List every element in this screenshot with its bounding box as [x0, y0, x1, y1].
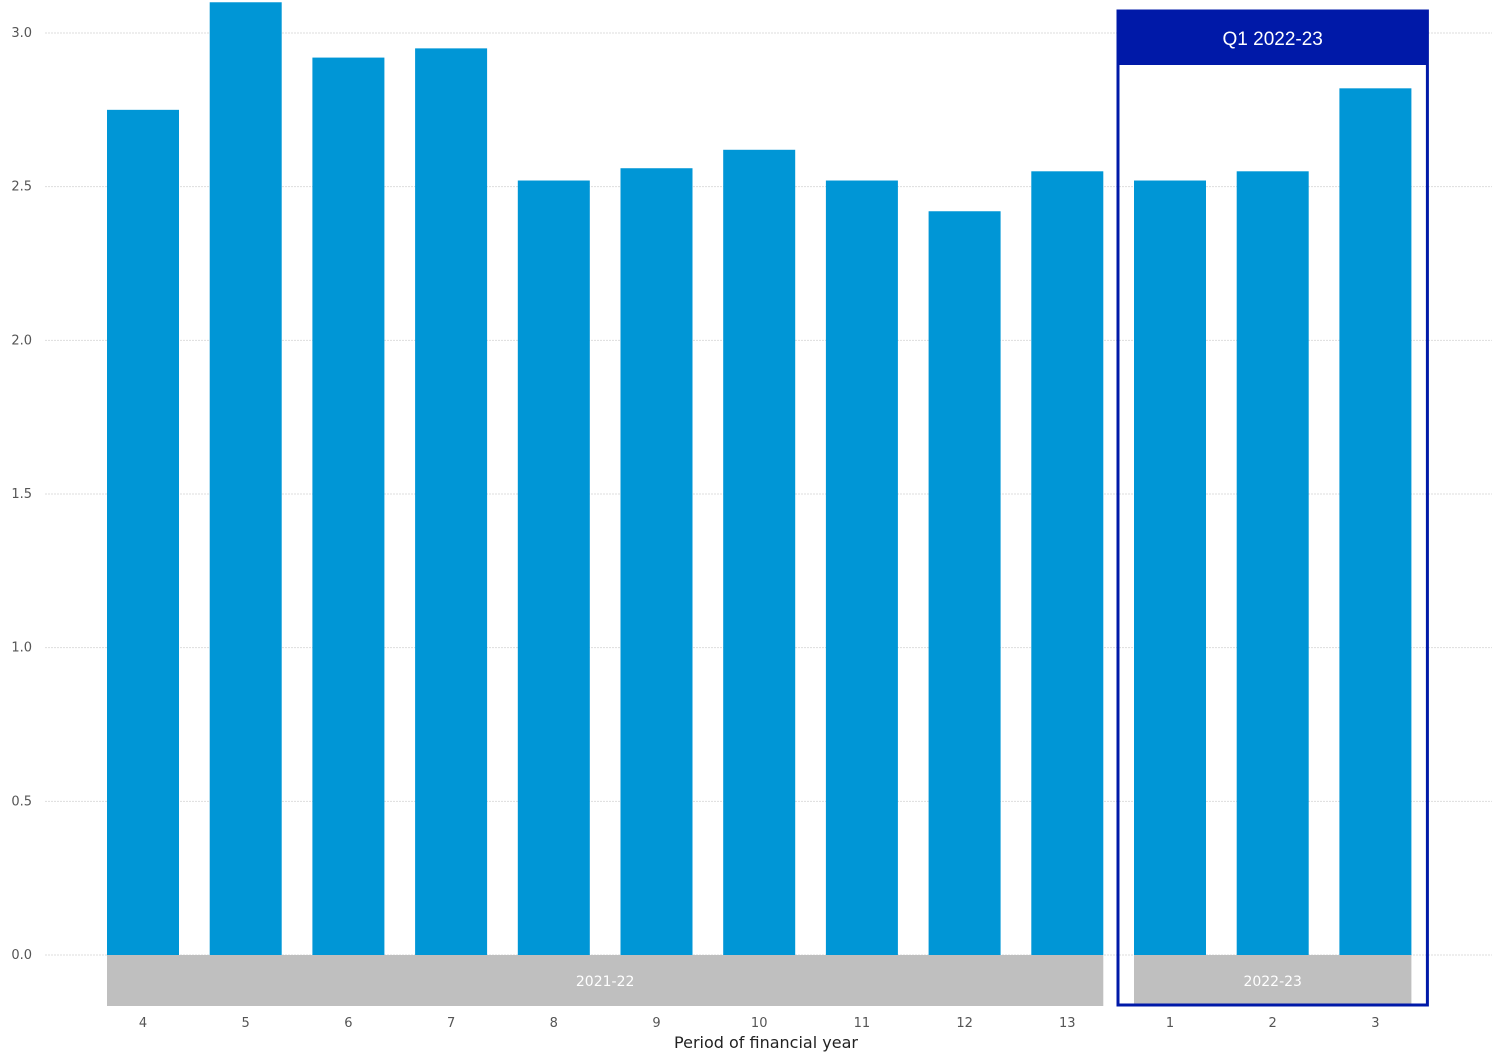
x-tick-label: 3: [1371, 1016, 1379, 1031]
bar: [415, 48, 488, 956]
bar: [928, 211, 1001, 956]
x-axis-tick-labels: 4 5 6 7 8 9 10 11 12 13 1 2 3: [139, 1016, 1380, 1031]
highlight-header: [1118, 11, 1428, 65]
x-tick-label: 5: [242, 1016, 250, 1031]
x-tick-label: 9: [652, 1016, 660, 1031]
x-tick-label: 13: [1059, 1016, 1076, 1031]
x-tick-label: 2: [1269, 1016, 1277, 1031]
y-tick-label: 1.0: [11, 641, 32, 656]
bars: [107, 2, 1412, 956]
y-tick-label: 2.0: [11, 333, 32, 348]
x-axis-title: Period of financial year: [674, 1033, 858, 1052]
group-band: [107, 955, 1104, 1006]
y-tick-label: 3.0: [11, 26, 32, 41]
y-axis-tick-labels: 0.0 0.5 1.0 1.5 2.0 2.5 3.0: [11, 26, 32, 963]
bar: [209, 2, 282, 956]
x-tick-label: 10: [751, 1016, 768, 1031]
x-tick-label: 6: [344, 1016, 352, 1031]
bar: [517, 180, 590, 955]
group-band: [1134, 955, 1412, 1006]
y-tick-label: 0.0: [11, 948, 32, 963]
bar: [107, 109, 179, 956]
bar: [312, 57, 385, 955]
group-band-label: 2022-23: [1243, 974, 1302, 990]
bar: [620, 168, 693, 955]
highlight-box: Q1 2022-23: [1116, 9, 1429, 1007]
bar: [723, 149, 796, 955]
bar: [1339, 88, 1412, 955]
y-tick-label: 2.5: [11, 180, 32, 195]
x-tick-label: 12: [956, 1016, 973, 1031]
bar: [1236, 171, 1309, 956]
bar: [825, 180, 898, 955]
y-tick-label: 1.5: [11, 487, 32, 502]
x-tick-label: 8: [550, 1016, 558, 1031]
x-tick-label: 7: [447, 1016, 455, 1031]
group-bands: 2021-22 2022-23: [107, 955, 1412, 1006]
x-tick-label: 11: [854, 1016, 871, 1031]
x-tick-label: 4: [139, 1016, 147, 1031]
group-band-label: 2021-22: [576, 974, 635, 990]
highlight-title: Q1 2022-23: [1223, 29, 1323, 50]
x-tick-label: 1: [1166, 1016, 1174, 1031]
bar: [1031, 171, 1104, 956]
y-tick-label: 0.5: [11, 794, 32, 809]
bar: [1134, 180, 1206, 955]
